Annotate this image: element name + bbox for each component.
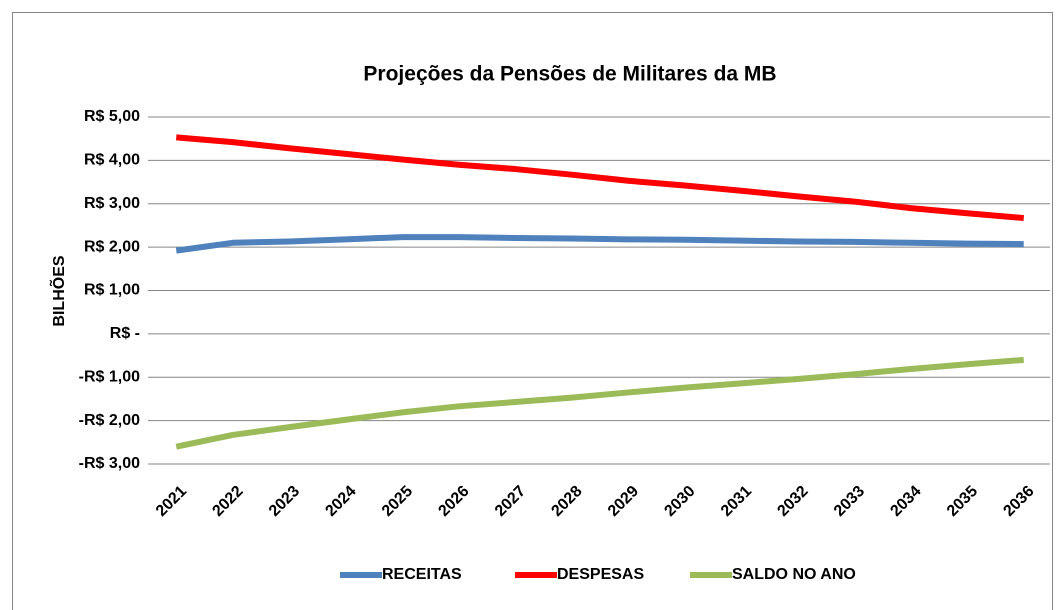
y-tick-label: R$ 1,00 bbox=[84, 282, 140, 299]
y-tick-label: R$ 5,00 bbox=[84, 108, 140, 125]
series-line bbox=[175, 356, 1024, 450]
y-tick-label: R$ 3,00 bbox=[84, 195, 140, 212]
series-line bbox=[175, 234, 1024, 254]
y-tick-label: R$ - bbox=[110, 325, 140, 342]
y-axis-label: BILHÕES bbox=[48, 255, 68, 326]
series-line bbox=[175, 134, 1025, 222]
y-tick-label: -R$ 3,00 bbox=[79, 455, 140, 472]
legend-label: DESPESAS bbox=[557, 566, 644, 583]
chart-border bbox=[12, 12, 1053, 610]
y-tick-label: -R$ 1,00 bbox=[79, 368, 140, 385]
y-tick-label: R$ 4,00 bbox=[84, 152, 140, 169]
y-tick-label: -R$ 2,00 bbox=[79, 412, 140, 429]
chart-title: Projeções da Pensões de Militares da MB bbox=[363, 63, 776, 86]
legend-label: RECEITAS bbox=[382, 566, 462, 583]
y-tick-label: R$ 2,00 bbox=[84, 238, 140, 255]
legend-label: SALDO NO ANO bbox=[732, 566, 856, 583]
